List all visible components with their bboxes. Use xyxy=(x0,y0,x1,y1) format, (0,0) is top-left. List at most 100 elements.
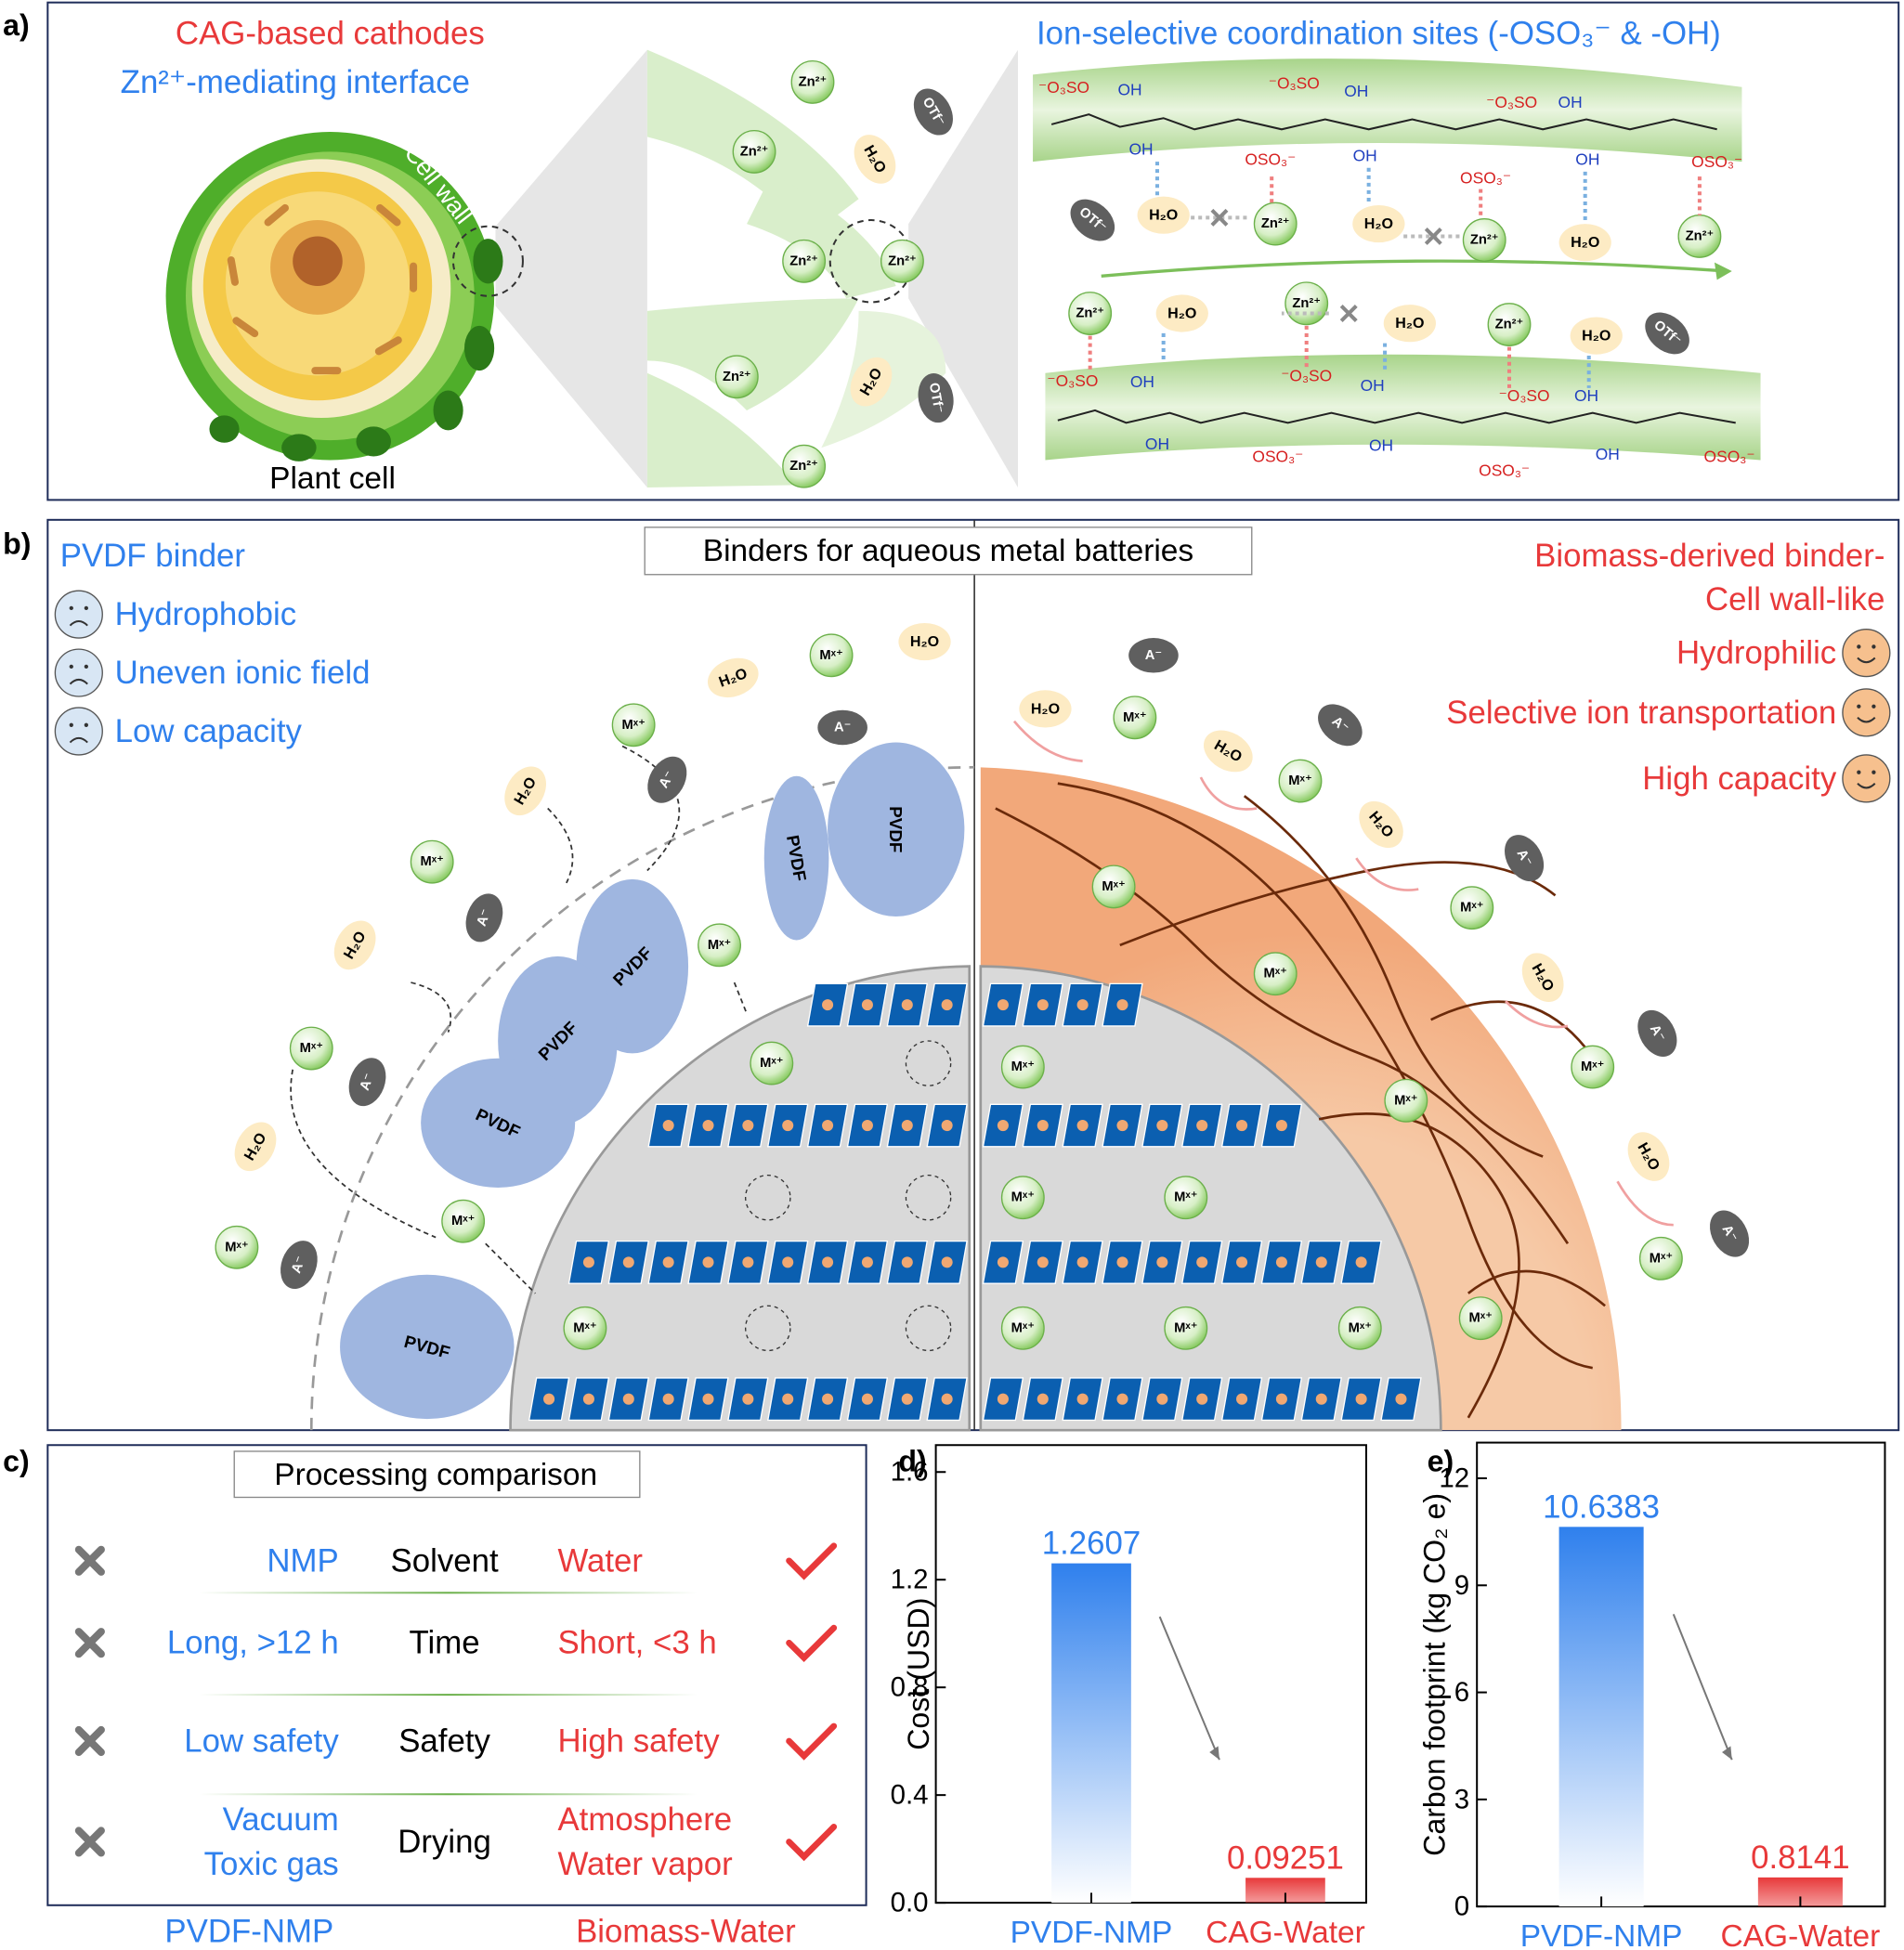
ion-sphere xyxy=(809,633,854,678)
heading: Biomass-derived binder- xyxy=(1534,538,1884,574)
center-cell: Solvent xyxy=(391,1542,499,1579)
bar xyxy=(1051,1563,1131,1904)
title: Processing comparison xyxy=(274,1458,597,1492)
ion: Mˣ⁺ xyxy=(1458,1296,1503,1341)
anion-shape xyxy=(1645,312,1689,355)
group-label: OSO₃⁻ xyxy=(1704,448,1755,466)
title-box xyxy=(644,526,1253,576)
lattice-ion xyxy=(1275,1120,1287,1132)
lattice-ion xyxy=(901,1256,913,1268)
lattice-ion xyxy=(822,1120,834,1132)
y-axis-label: Carbon footprint (kg CO₂ e) xyxy=(1418,1493,1452,1856)
ion: Zn²⁺ xyxy=(1285,281,1329,326)
lattice-ion xyxy=(1236,1120,1248,1132)
anion-shape xyxy=(913,88,953,136)
ion-sphere xyxy=(1113,696,1157,740)
ion: Mˣ⁺ xyxy=(1000,1306,1045,1350)
face xyxy=(54,648,103,697)
face-eye xyxy=(1871,644,1876,649)
lattice-ion xyxy=(941,1120,953,1132)
anion: OTf⁻ xyxy=(1070,199,1115,241)
ion-sphere xyxy=(790,59,835,104)
ion: Zn²⁺ xyxy=(790,59,835,104)
face-eye xyxy=(1857,770,1861,774)
caption: Plant cell xyxy=(269,462,396,496)
ion: Mˣ⁺ xyxy=(1253,952,1298,996)
face-eye xyxy=(84,664,88,670)
ion-label: Mˣ⁺ xyxy=(1394,1093,1417,1108)
lattice-ion xyxy=(1355,1393,1367,1405)
heading: PVDF binder xyxy=(60,538,246,574)
water-shape xyxy=(850,357,893,407)
anion: OTf⁻ xyxy=(1645,312,1689,355)
ion: Zn²⁺ xyxy=(1487,303,1532,346)
ion-label: Mˣ⁺ xyxy=(1123,710,1146,725)
face-eye xyxy=(1871,704,1876,708)
y-tick-label: 6 xyxy=(1454,1677,1469,1708)
ion-label: Mˣ⁺ xyxy=(708,938,731,953)
anion: A⁻ xyxy=(647,756,687,803)
water: H₂O xyxy=(1352,204,1405,243)
ion-sphere xyxy=(1462,218,1506,262)
ion: Mˣ⁺ xyxy=(289,1026,333,1071)
ion-label: Zn²⁺ xyxy=(789,254,818,268)
water-shape xyxy=(707,657,759,698)
lattice-ion xyxy=(1395,1393,1407,1405)
value-label: 1.2607 xyxy=(1042,1526,1141,1562)
vacancy xyxy=(905,1305,952,1352)
water: H₂O xyxy=(1137,196,1190,234)
lattice-ion xyxy=(622,1256,634,1268)
group-label: ⁻O₃SO xyxy=(1499,386,1550,405)
ion-label: Mˣ⁺ xyxy=(1011,1060,1035,1074)
face-eye xyxy=(1857,644,1861,649)
ion: Zn²⁺ xyxy=(714,355,759,399)
lattice-ion xyxy=(1116,1256,1128,1268)
feature: Low capacity xyxy=(115,713,303,749)
group-label: OH xyxy=(1558,93,1583,111)
anion: A⁻ xyxy=(1128,638,1179,673)
lattice-ion xyxy=(782,1256,794,1268)
water: H₂O xyxy=(234,1122,277,1172)
water: H₂O xyxy=(1627,1132,1670,1181)
ion-label: Zn²⁺ xyxy=(1470,232,1499,247)
lattice-ion xyxy=(997,999,1009,1011)
water: H₂O xyxy=(1359,800,1403,849)
anion-label: A⁻ xyxy=(358,1072,377,1093)
panel-label: a) xyxy=(3,8,30,42)
water: H₂O xyxy=(1383,305,1436,343)
water-shape xyxy=(1359,800,1403,849)
lattice-ion xyxy=(742,1120,754,1132)
x-tick-label: PVDF-NMP xyxy=(1011,1916,1173,1950)
water: H₂O xyxy=(850,357,893,407)
feature: Uneven ionic field xyxy=(115,655,371,691)
lattice-ion xyxy=(1076,999,1089,1011)
lattice-ion xyxy=(941,1393,953,1405)
cross-mark xyxy=(74,1725,105,1757)
group-label: OSO₃⁻ xyxy=(1245,150,1296,168)
anion: OTf⁻ xyxy=(918,372,954,423)
lattice-ion xyxy=(543,1393,555,1405)
cross-mark xyxy=(74,1628,105,1658)
cross-mark xyxy=(74,1545,105,1576)
anion-shape xyxy=(348,1058,386,1107)
group-label: ⁻O₃SO xyxy=(1281,366,1332,384)
group-label: OH xyxy=(1575,150,1599,168)
footer: Biomass-Water xyxy=(576,1913,796,1949)
ion-label: Mˣ⁺ xyxy=(819,648,842,663)
ion: Mˣ⁺ xyxy=(563,1306,607,1350)
ion-label: Mˣ⁺ xyxy=(1102,879,1125,894)
right-cell: Water vapor xyxy=(557,1846,733,1882)
lattice-ion xyxy=(582,1256,594,1268)
anion-shape xyxy=(1505,835,1545,882)
title: Ion-selective coordination sites (-OSO₃⁻… xyxy=(1037,16,1721,52)
ion-sphere xyxy=(782,239,827,283)
lattice-ion xyxy=(901,1120,913,1132)
ion-label: Zn²⁺ xyxy=(1261,216,1290,231)
water-shape xyxy=(333,920,376,970)
lattice-ion xyxy=(1037,1393,1049,1405)
anion-label: A⁻ xyxy=(289,1254,308,1276)
left-cell: Low safety xyxy=(184,1723,339,1760)
center-cell: Safety xyxy=(398,1723,490,1760)
lattice-ion xyxy=(702,1256,714,1268)
right-cell: High safety xyxy=(557,1723,720,1760)
